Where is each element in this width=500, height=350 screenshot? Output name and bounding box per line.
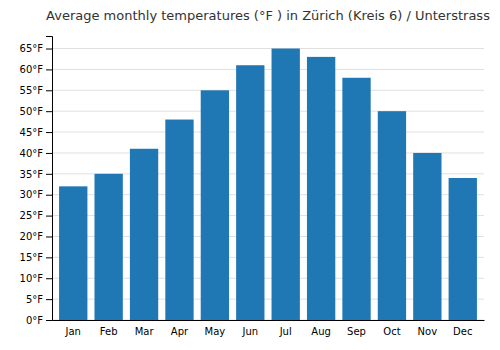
- title: Average monthly temperatures (°F ) in Zü…: [46, 8, 490, 23]
- y-tick-label: 5°F: [26, 294, 43, 305]
- x-tick-label: Oct: [383, 326, 400, 337]
- y-tick-mark: [46, 299, 52, 300]
- x-tick: Aug: [311, 320, 331, 337]
- y-tick-mark: [46, 69, 52, 70]
- y-tick-label: 35°F: [20, 169, 44, 180]
- x-tick: May: [205, 320, 226, 337]
- grid-line: [52, 48, 484, 49]
- x-tick-label: Aug: [311, 326, 331, 337]
- x-tick: Feb: [100, 320, 118, 337]
- x-tick: Oct: [383, 320, 400, 337]
- bars: [59, 49, 477, 320]
- y-tick-label: 65°F: [20, 43, 44, 54]
- bar: [307, 57, 335, 320]
- y-tick-mark: [46, 174, 52, 175]
- x-axis: Jan Feb Mar Apr May Jun Jul Aug Sep Oct Nov Dec: [53, 320, 485, 337]
- x-tick-label: Dec: [453, 326, 472, 337]
- y-tick-mark: [46, 236, 52, 237]
- x-tick-label: Sep: [347, 326, 366, 337]
- y-tick: 30°F: [20, 189, 52, 200]
- x-tick-label: May: [205, 326, 226, 337]
- y-tick-label: 20°F: [20, 231, 44, 242]
- y-tick-mark: [46, 90, 52, 91]
- grid-line: [52, 111, 484, 112]
- y-tick: 5°F: [26, 294, 52, 305]
- y-tick: 25°F: [20, 210, 52, 221]
- y-tick-label: 40°F: [20, 148, 44, 159]
- x-axis-line: [53, 320, 485, 321]
- bar: [165, 120, 193, 320]
- x-tick: Sep: [347, 320, 366, 337]
- y-tick-mark: [46, 320, 52, 321]
- y-tick: 65°F: [20, 43, 52, 54]
- chart: Jan Feb Mar Apr May Jun Jul Aug Sep Oct Nov Dec 0°F 5…: [0, 0, 500, 350]
- x-tick-label: Jul: [279, 326, 292, 337]
- x-tick-label: Nov: [418, 326, 438, 337]
- x-tick-label: Apr: [171, 326, 189, 337]
- grid-line: [52, 132, 484, 133]
- bar: [272, 49, 300, 320]
- y-tick-label: 30°F: [20, 189, 44, 200]
- y-tick-mark: [46, 132, 52, 133]
- x-tick: Apr: [171, 320, 189, 337]
- y-tick-mark: [46, 49, 52, 50]
- x-tick: Nov: [418, 320, 438, 337]
- y-tick-mark: [46, 153, 52, 154]
- bar: [94, 174, 122, 320]
- y-tick: 40°F: [20, 148, 52, 159]
- x-tick: Jul: [279, 320, 292, 337]
- bar: [413, 153, 441, 320]
- y-tick: 60°F: [20, 64, 52, 75]
- y-axis-line: [46, 37, 53, 321]
- y-tick: 15°F: [20, 252, 52, 263]
- x-tick-label: Jan: [65, 326, 81, 337]
- y-tick-mark: [46, 195, 52, 196]
- bar: [201, 90, 229, 320]
- y-tick-label: 25°F: [20, 210, 44, 221]
- bar: [342, 78, 370, 320]
- x-tick: Mar: [135, 320, 155, 337]
- y-tick: 20°F: [20, 231, 52, 242]
- y-tick: 50°F: [20, 106, 52, 117]
- y-tick-mark: [46, 257, 52, 258]
- y-tick-label: 15°F: [20, 252, 44, 263]
- y-tick: 35°F: [20, 169, 52, 180]
- y-tick-label: 60°F: [20, 64, 44, 75]
- bar: [378, 111, 406, 320]
- y-tick-mark: [46, 111, 52, 112]
- bar: [130, 149, 158, 320]
- bar: [236, 65, 264, 320]
- y-tick: 0°F: [26, 315, 52, 326]
- grid-line: [52, 69, 484, 70]
- y-tick: 45°F: [20, 127, 52, 138]
- y-tick-label: 55°F: [20, 85, 44, 96]
- y-tick: 10°F: [20, 273, 52, 284]
- grid: [52, 49, 484, 320]
- bar: [449, 178, 477, 320]
- y-axis: 0°F 5°F 10°F 15°F 20°F 25°F 30°F 35°F 40°F 45°F 50…: [20, 37, 53, 326]
- x-tick: Jan: [65, 320, 81, 337]
- y-tick-label: 50°F: [20, 106, 44, 117]
- bar: [59, 186, 87, 320]
- x-tick-label: Jun: [241, 326, 258, 337]
- x-tick: Dec: [453, 320, 472, 337]
- x-tick: Jun: [241, 320, 258, 337]
- x-tick-label: Feb: [100, 326, 118, 337]
- grid-line: [52, 90, 484, 91]
- y-tick-mark: [46, 216, 52, 217]
- y-tick-label: 45°F: [20, 127, 44, 138]
- x-tick-label: Mar: [135, 326, 155, 337]
- y-tick-label: 10°F: [20, 273, 44, 284]
- y-tick-label: 0°F: [26, 315, 43, 326]
- plot-area: Jan Feb Mar Apr May Jun Jul Aug Sep Oct Nov Dec 0°F 5…: [20, 37, 485, 338]
- y-tick: 55°F: [20, 85, 52, 96]
- y-tick-mark: [46, 278, 52, 279]
